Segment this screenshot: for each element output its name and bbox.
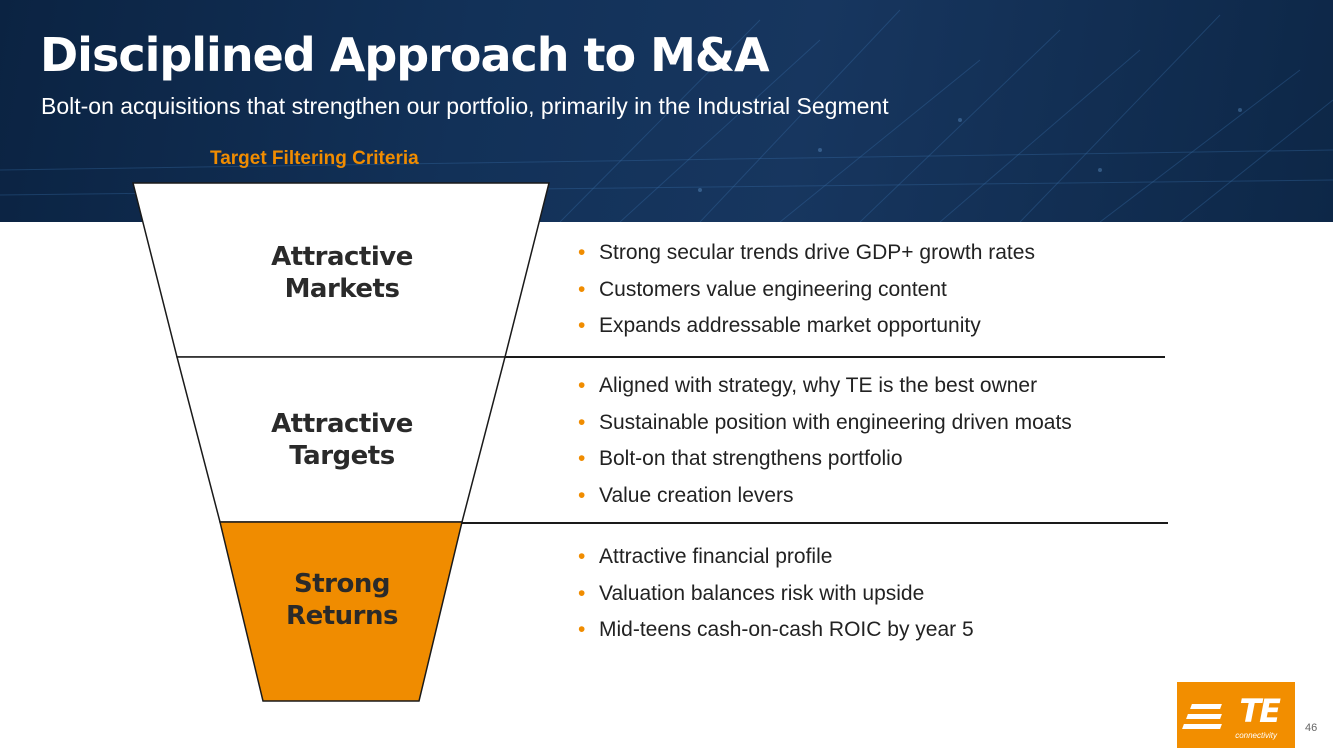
bullet-item: • Mid-teens cash-on-cash ROIC by year 5 [578,617,974,654]
bullet-dot-icon: • [578,410,586,434]
bullet-dot-icon: • [578,545,586,568]
bullet-dot-icon: • [578,618,586,641]
bullet-item: • Value creation levers [578,483,1072,520]
bullet-item: • Valuation balances risk with upside [578,581,974,618]
bullet-text: Aligned with strategy, why TE is the bes… [599,374,1038,397]
bullet-text: Strong secular trends drive GDP+ growth … [599,241,1035,264]
bullet-item: • Customers value engineering content [578,277,1035,314]
bullet-text: Bolt-on that strengthens portfolio [599,447,903,470]
bullet-text: Expands addressable market opportunity [599,314,981,337]
stage-label-line: Returns [286,601,398,631]
bullet-item: • Attractive financial profile [578,544,974,581]
stage-label-line: Markets [284,274,400,304]
page-number: 46 [1305,722,1318,734]
logo-stripe [1182,724,1222,729]
logo-wordmark: TE [1239,692,1281,730]
bullet-text: Customers value engineering content [599,277,947,301]
logo-tagline: connectivity [1235,731,1277,740]
stage-label-line: Strong [294,569,390,599]
bullet-list-returns: • Attractive financial profile • Valuation… [578,544,974,654]
stage-label-markets: Attractive Markets [222,241,462,305]
bullet-dot-icon: • [578,241,586,264]
bullet-dot-icon: • [578,277,586,301]
bullet-list-targets: • Aligned with strategy, why TE is the be… [578,373,1072,519]
bullet-item: • Bolt-on that strengthens portfolio [578,446,1072,483]
bullet-text: Sustainable position with engineering dr… [599,410,1072,434]
stage-label-line: Targets [289,441,395,471]
bullet-dot-icon: • [578,581,586,605]
logo-stripe [1190,704,1222,709]
bullet-text: Value creation levers [599,483,794,507]
bullet-list-markets: • Strong secular trends drive GDP+ growth… [578,240,1035,350]
bullet-item: • Strong secular trends drive GDP+ growth… [578,240,1035,277]
stage-label-line: Attractive [271,409,413,439]
bullet-dot-icon: • [578,314,586,337]
page-subtitle: Bolt-on acquisitions that strengthen our… [41,93,889,119]
bullet-dot-icon: • [578,483,586,507]
bullet-item: • Expands addressable market opportunity [578,313,1035,350]
bullet-item: • Aligned with strategy, why TE is the be… [578,373,1072,410]
section-divider [505,356,1165,358]
te-connectivity-logo: TE connectivity [1177,682,1295,748]
bullet-text: Attractive financial profile [599,545,833,568]
stage-label-returns: Strong Returns [222,568,462,632]
logo-stripe [1186,714,1222,719]
bullet-dot-icon: • [578,447,586,470]
bullet-text: Valuation balances risk with upside [599,581,925,605]
bullet-dot-icon: • [578,374,586,397]
funnel-stage-returns [219,521,463,702]
stage-label-line: Attractive [271,242,413,272]
stage-label-targets: Attractive Targets [222,408,462,472]
section-divider [462,522,1168,524]
page-title: Disciplined Approach to M&A [40,28,770,82]
bullet-text: Mid-teens cash-on-cash ROIC by year 5 [599,618,974,641]
bullet-item: • Sustainable position with engineering d… [578,410,1072,447]
funnel-heading: Target Filtering Criteria [210,148,419,169]
